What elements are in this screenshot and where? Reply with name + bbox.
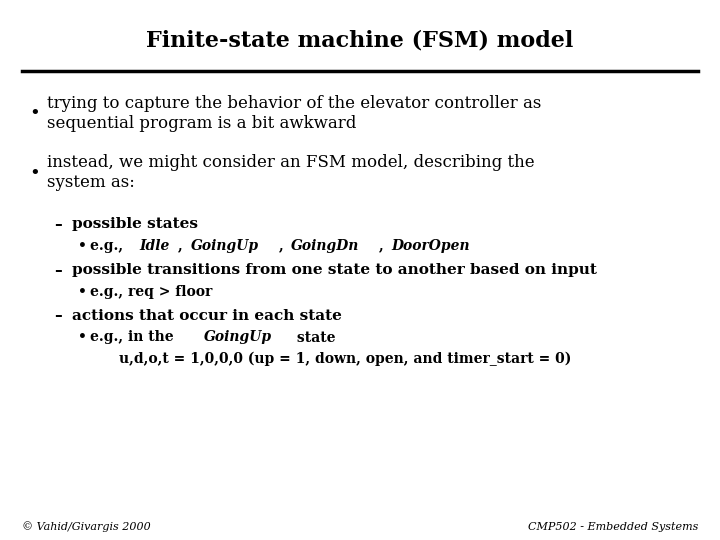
Text: GoingUp: GoingUp <box>191 239 258 253</box>
Text: •: • <box>29 104 40 123</box>
Text: trying to capture the behavior of the elevator controller as
sequential program : trying to capture the behavior of the el… <box>47 95 541 132</box>
Text: •: • <box>78 330 86 345</box>
Text: possible transitions from one state to another based on input: possible transitions from one state to a… <box>72 263 597 277</box>
Text: –: – <box>54 262 62 278</box>
Text: DoorOpen: DoorOpen <box>392 239 470 253</box>
Text: –: – <box>54 308 62 323</box>
Text: possible states: possible states <box>72 217 198 231</box>
Text: ,: , <box>179 239 188 253</box>
Text: Finite-state machine (FSM) model: Finite-state machine (FSM) model <box>146 30 574 51</box>
Text: •: • <box>78 285 86 299</box>
Text: © Vahid/Givargis 2000: © Vahid/Givargis 2000 <box>22 521 150 532</box>
Text: –: – <box>54 217 62 232</box>
Text: •: • <box>78 239 86 253</box>
Text: actions that occur in each state: actions that occur in each state <box>72 309 342 323</box>
Text: CMP502 - Embedded Systems: CMP502 - Embedded Systems <box>528 522 698 531</box>
Text: ,: , <box>379 239 389 253</box>
Text: e.g.,: e.g., <box>90 239 128 253</box>
Text: instead, we might consider an FSM model, describing the
system as:: instead, we might consider an FSM model,… <box>47 154 534 191</box>
Text: state: state <box>292 330 336 345</box>
Text: e.g., in the: e.g., in the <box>90 330 179 345</box>
Text: •: • <box>29 164 40 182</box>
Text: GoingUp: GoingUp <box>204 330 272 345</box>
Text: GoingDn: GoingDn <box>291 239 359 253</box>
Text: u,d,o,t = 1,0,0,0 (up = 1, down, open, and timer_start = 0): u,d,o,t = 1,0,0,0 (up = 1, down, open, a… <box>119 352 571 366</box>
Text: Idle: Idle <box>139 239 169 253</box>
Text: ,: , <box>279 239 288 253</box>
Text: e.g., req > floor: e.g., req > floor <box>90 285 212 299</box>
